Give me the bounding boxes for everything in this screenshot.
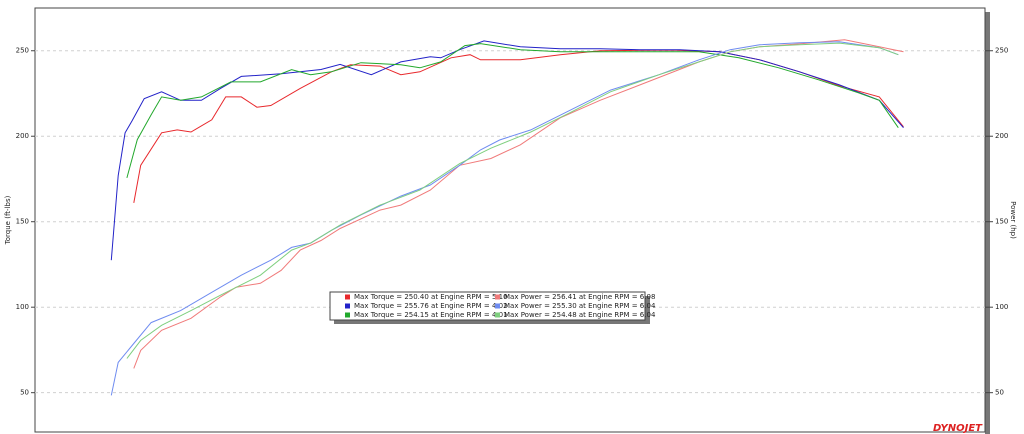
legend-label: Max Power = 256.41 at Engine RPM = 6.08: [504, 293, 655, 301]
y2-axis-label: Power (hp): [1009, 201, 1017, 239]
y-axis-label: Torque (ft-lbs): [4, 195, 12, 245]
legend-swatch: [495, 312, 500, 318]
frame-shadow: [985, 12, 990, 434]
line-series: [126, 43, 899, 179]
legend-swatch: [345, 312, 350, 318]
legend-label: Max Power = 255.30 at Engine RPM = 6.04: [504, 302, 656, 310]
watermark: DYNOJET: [933, 423, 983, 434]
line-series: [110, 41, 899, 396]
legend-label: Max Torque = 250.40 at Engine RPM = 5.10: [354, 293, 508, 301]
y-tick-label: 150: [16, 218, 29, 226]
y-tick-label: 200: [16, 132, 29, 140]
y-tick-label: 100: [16, 303, 29, 311]
legend-swatch: [495, 294, 500, 300]
legend-label: Max Power = 254.48 at Engine RPM = 6.04: [504, 311, 656, 319]
y2-tick-label: 50: [995, 389, 1004, 397]
line-series: [126, 42, 899, 359]
legend-swatch: [495, 303, 500, 309]
y2-tick-label: 250: [995, 47, 1008, 55]
legend-box: [329, 291, 646, 321]
legend-swatch: [345, 303, 350, 309]
legend-swatch: [345, 294, 350, 300]
y2-tick-label: 200: [995, 132, 1008, 140]
y2-tick-label: 100: [995, 303, 1008, 311]
y-tick-label: 250: [16, 47, 29, 55]
legend-label: Max Torque = 254.15 at Engine RPM = 4.01: [354, 311, 508, 319]
plot-frame: [34, 7, 986, 433]
y2-tick-label: 150: [995, 218, 1008, 226]
legend: Max Torque = 250.40 at Engine RPM = 5.10…: [329, 291, 656, 324]
y-tick-label: 50: [20, 389, 29, 397]
legend-label: Max Torque = 255.76 at Engine RPM = 4.02: [354, 302, 508, 310]
